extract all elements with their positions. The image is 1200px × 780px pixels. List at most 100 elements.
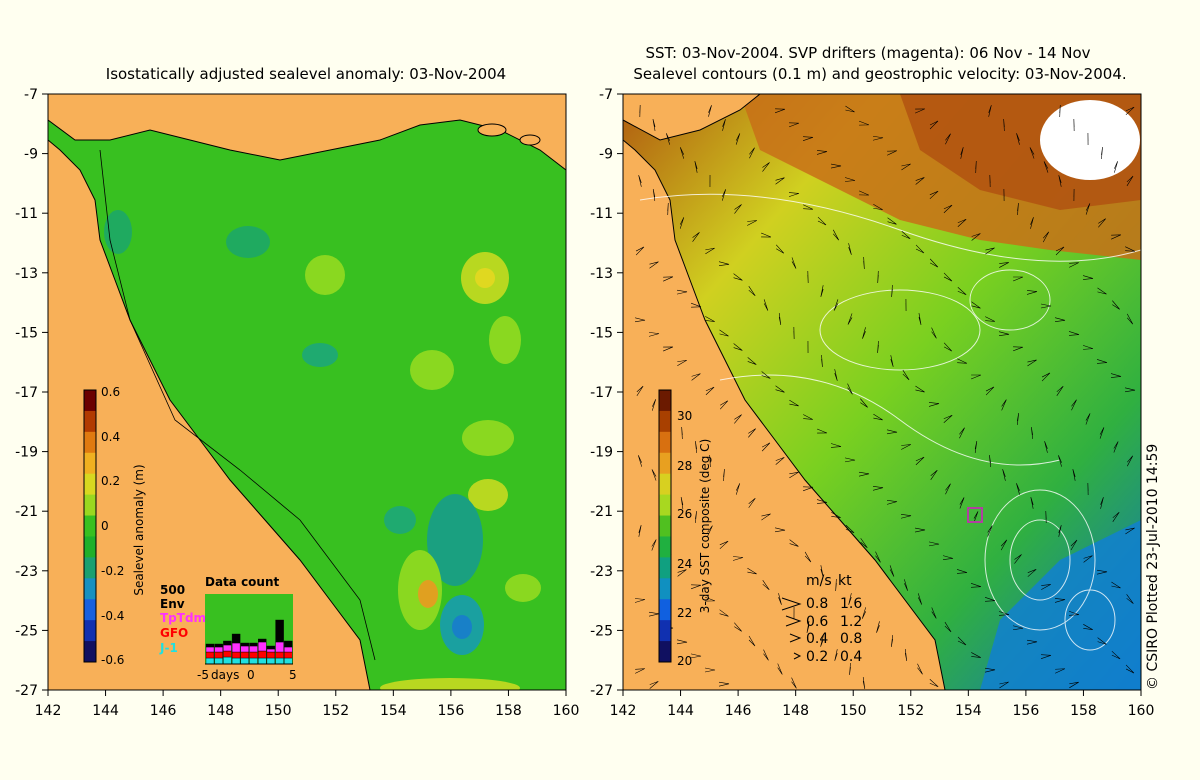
velocity-arrow <box>652 189 656 201</box>
velocity-arrow <box>1001 399 1007 411</box>
colorbar-swatch <box>659 390 671 412</box>
velocity-arrow <box>762 580 770 591</box>
left-colorbar: Sealevel anomaly (m) 0.6 0.4 0.2 0 -0.2 … <box>83 385 146 667</box>
velocity-arrow <box>988 105 992 117</box>
velocity-arrow <box>1054 317 1066 322</box>
colorbar-swatch <box>84 536 96 558</box>
velocity-arrow <box>877 270 879 284</box>
data-count-bar-segment <box>231 633 241 644</box>
velocity-arrow <box>901 163 911 171</box>
velocity-arrow <box>985 247 995 255</box>
velocity-arrow <box>735 133 741 145</box>
data-count-bar-segment <box>249 645 258 653</box>
velocity-arrow <box>774 527 786 533</box>
velocity-arrow <box>863 256 865 270</box>
velocity-arrow <box>638 525 642 537</box>
velocity-arrow-0.2 <box>793 652 802 660</box>
right-cb-tick: 24 <box>677 557 692 571</box>
velocity-arrow <box>763 649 769 661</box>
velocity-arrow <box>943 414 953 423</box>
velocity-arrow <box>723 468 725 482</box>
colorbar-swatch <box>659 536 671 558</box>
velocity-arrow <box>831 512 841 519</box>
velocity-arrow <box>1042 231 1050 243</box>
data-count-tick: -5 <box>197 668 209 682</box>
velocity-arrow <box>820 565 824 577</box>
velocity-arrow <box>1097 287 1107 295</box>
velocity-kt-0: 1.6 <box>840 596 862 612</box>
right-cb-tick: 30 <box>677 409 692 423</box>
velocity-arrow <box>1114 161 1118 173</box>
velocity-arrow <box>789 399 799 407</box>
velocity-arrow <box>1098 218 1106 228</box>
velocity-arrow <box>858 471 870 477</box>
lat-tick-label: -13 <box>15 266 38 282</box>
velocity-arrow <box>984 597 996 602</box>
lon-tick-label: 156 <box>1013 703 1040 719</box>
velocity-arrow <box>859 190 869 196</box>
velocity-arrow <box>802 486 814 492</box>
velocity-ms-1: 0.6 <box>806 614 828 630</box>
colorbar-swatch <box>84 494 96 517</box>
colorbar-swatch <box>84 515 96 537</box>
velocity-arrow <box>816 428 828 434</box>
velocity-units-kt: kt <box>838 573 852 589</box>
velocity-arrow <box>1101 146 1103 159</box>
left-anomaly-blob <box>104 210 132 254</box>
velocity-arrow <box>1126 175 1134 187</box>
data-count-bar-segment <box>223 656 232 665</box>
velocity-arrow <box>789 471 799 479</box>
colorbar-swatch <box>84 599 96 621</box>
velocity-arrow <box>679 217 685 229</box>
velocity-arrow <box>945 133 951 145</box>
velocity-arrow <box>860 538 868 548</box>
velocity-arrow <box>1041 372 1051 382</box>
velocity-arrow <box>1041 584 1051 590</box>
velocity-arrow <box>761 442 771 452</box>
velocity-arrow <box>915 108 925 114</box>
left-anomaly-blob <box>505 574 541 602</box>
velocity-arrow <box>945 483 951 495</box>
lat-tick-label: -19 <box>15 445 38 461</box>
velocity-arrow <box>761 513 771 521</box>
velocity-arrow <box>747 220 757 226</box>
lon-tick-label: 148 <box>207 703 234 719</box>
lat-tick-label: -13 <box>590 266 613 282</box>
colorbar-swatch <box>84 473 96 496</box>
velocity-arrow <box>680 497 684 509</box>
velocity-arrow <box>690 302 702 308</box>
velocity-kt-3: 0.4 <box>840 649 862 665</box>
lat-tick-label: -27 <box>15 683 38 699</box>
left-shelf-contour <box>99 149 376 661</box>
velocity-arrow <box>834 649 838 661</box>
lat-tick-label: -9 <box>599 147 613 163</box>
velocity-arrow <box>1100 497 1104 509</box>
velocity-arrow <box>891 284 893 298</box>
velocity-arrow <box>707 525 713 537</box>
lat-tick-label: -15 <box>15 325 38 341</box>
velocity-arrow <box>676 289 688 295</box>
velocity-arrow <box>1058 175 1062 187</box>
velocity-arrow <box>1083 555 1093 563</box>
velocity-arrow <box>806 621 810 633</box>
colorbar-swatch <box>659 557 671 579</box>
left-cb-tick: 0.4 <box>101 430 120 444</box>
left-cb-tick: 0.6 <box>101 385 120 399</box>
velocity-arrow <box>1055 668 1065 674</box>
velocity-arrow <box>677 569 687 577</box>
colorbar-swatch <box>659 431 671 454</box>
velocity-arrow <box>876 621 880 633</box>
data-count-bar-segment <box>258 641 267 652</box>
velocity-arrow <box>652 119 656 131</box>
velocity-arrow <box>872 486 884 491</box>
right-cb-tick: 20 <box>677 654 692 668</box>
velocity-arrow <box>791 677 797 689</box>
velocity-arrow <box>709 454 711 468</box>
velocity-arrow <box>820 285 824 297</box>
data-count-bar-segment <box>284 646 293 653</box>
velocity-arrow <box>915 456 925 466</box>
velocity-arrow <box>1017 202 1019 216</box>
velocity-arrow <box>931 327 937 339</box>
colorbar-swatch <box>659 641 671 663</box>
lon-tick-label: 158 <box>1070 703 1097 719</box>
